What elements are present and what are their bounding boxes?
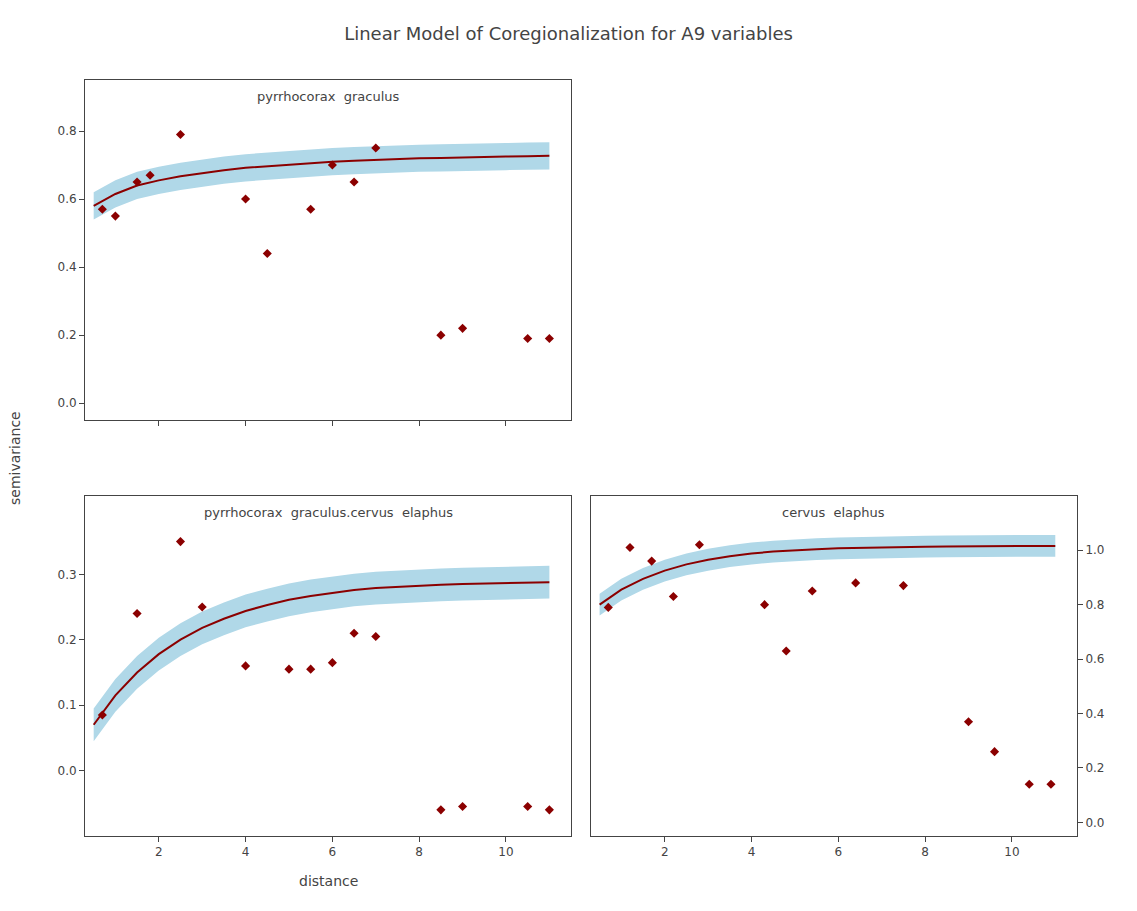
svg-text:0.4: 0.4 [1085, 707, 1104, 721]
svg-text:Linear Model of Coregionalizat: Linear Model of Coregionalization for A9… [344, 23, 793, 44]
svg-text:10: 10 [498, 845, 513, 859]
svg-text:0.0: 0.0 [1085, 816, 1104, 830]
svg-text:distance: distance [299, 873, 358, 889]
svg-text:cervus elaphus: cervus elaphus [782, 505, 885, 520]
svg-text:pyrrhocorax graculus.cervus: pyrrhocorax graculus.cervus elaphus [204, 505, 453, 520]
svg-text:2: 2 [661, 845, 669, 859]
svg-text:8: 8 [415, 845, 423, 859]
svg-text:0.3: 0.3 [58, 568, 77, 582]
svg-text:0.6: 0.6 [58, 192, 77, 206]
svg-text:0.1: 0.1 [58, 698, 77, 712]
svg-text:1.0: 1.0 [1085, 543, 1104, 557]
svg-text:pyrrhocorax graculus: pyrrhocorax graculus [257, 89, 400, 104]
svg-text:0.2: 0.2 [1085, 761, 1104, 775]
svg-text:2: 2 [155, 845, 163, 859]
svg-text:8: 8 [921, 845, 929, 859]
svg-text:4: 4 [748, 845, 756, 859]
svg-text:0.8: 0.8 [1085, 598, 1104, 612]
svg-text:0.0: 0.0 [58, 396, 77, 410]
svg-text:0.6: 0.6 [1085, 652, 1104, 666]
svg-text:6: 6 [834, 845, 842, 859]
svg-text:4: 4 [242, 845, 250, 859]
svg-text:10: 10 [1004, 845, 1019, 859]
svg-text:0.4: 0.4 [58, 260, 77, 274]
svg-text:0.2: 0.2 [58, 328, 77, 342]
svg-text:0.8: 0.8 [58, 124, 77, 138]
svg-text:0.0: 0.0 [58, 764, 77, 778]
svg-text:0.2: 0.2 [58, 633, 77, 647]
svg-text:6: 6 [329, 845, 337, 859]
svg-text:semivariance: semivariance [7, 411, 23, 505]
